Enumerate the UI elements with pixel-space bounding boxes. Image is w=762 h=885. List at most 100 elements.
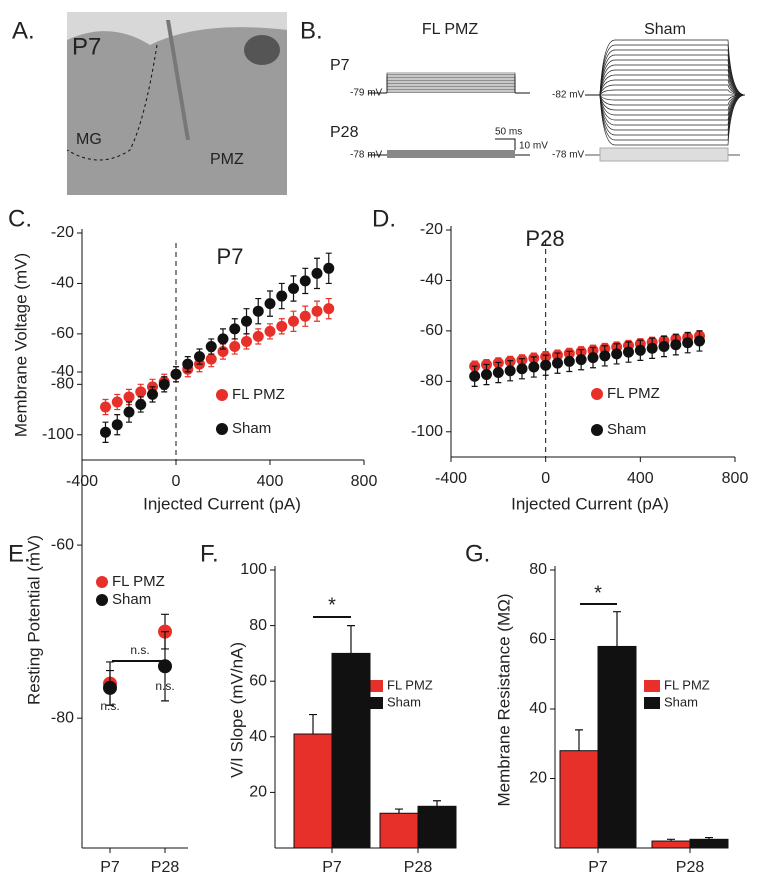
y-tick-label: 100 [240,561,267,578]
point [252,305,264,317]
point [241,335,252,347]
bar [379,812,419,849]
trace [599,94,746,146]
point [288,315,299,327]
y-tick-label: -20 [51,224,74,241]
y-tick-label: -20 [420,221,443,238]
y-tick-label: -100 [411,423,443,440]
point [111,396,123,408]
panel-label: F. [200,540,219,567]
y-axis-label: Membrane Voltage (mV) [11,253,30,437]
point [276,290,288,302]
x-tick-label: P7 [588,859,608,876]
panel-label: C. [8,205,32,232]
legend-label: FL PMZ [387,677,433,692]
legend-label: Sham [387,694,421,709]
panel-label: A. [12,17,35,44]
point [311,267,323,279]
panel-label: G. [465,540,490,567]
point [158,378,170,390]
x-tick-label: 0 [541,470,550,487]
y-axis-label: Membrane Resistance (MΩ) [494,594,513,807]
legend-marker [591,424,603,436]
legend-label: Sham [232,420,271,437]
point [147,388,158,400]
x-tick-label: P7 [100,859,120,876]
point [623,346,634,358]
bar [331,652,371,849]
row-label: P7 [330,57,350,74]
x-tick-label: -400 [435,470,467,487]
trace [599,39,746,96]
point [229,341,241,352]
point [217,333,229,345]
y-tick-label: -40 [51,275,74,292]
point [552,357,563,369]
legend-swatch [644,680,660,692]
point [658,341,670,353]
panel-label: E. [8,540,31,567]
legend-label: Sham [607,421,646,438]
panel-label: B. [300,17,323,44]
holding-label: -82 mV [552,90,585,101]
column-label: Sham [644,21,686,38]
trace [599,64,746,96]
x-tick-label: 400 [257,473,284,490]
point [111,419,123,431]
annotation: n.s. [130,643,149,657]
electrode [166,20,190,140]
bar [651,840,691,849]
x-tick-label: P7 [322,859,342,876]
error-bar [395,808,403,814]
point [123,406,135,418]
y-tick-label: -60 [420,322,443,339]
y-tick-label: 40 [529,700,547,717]
point [563,355,575,367]
point [528,361,540,373]
error-bar [347,625,355,654]
legend-swatch [367,680,383,692]
point [492,367,504,379]
y-tick-label: 20 [249,784,267,801]
boundary [66,44,158,161]
trace [599,54,746,96]
point [587,352,599,364]
point [311,305,323,317]
x-tick-label: P28 [151,859,180,876]
point [205,341,217,352]
y-tick-label: -80 [51,709,74,726]
point [323,303,335,315]
y-tick-label: -60 [51,536,74,553]
x-tick-label: 0 [172,473,181,490]
annotation: n.s. [155,679,174,693]
error-bar [613,611,621,647]
error-bar [309,713,317,735]
x-tick-label: P28 [404,859,433,876]
y-tick-label: -80 [420,373,443,390]
point [611,348,623,360]
scale-bar [495,138,516,150]
legend-swatch [644,697,660,709]
y-tick-label: 80 [249,617,267,634]
scale-label: 50 ms [495,127,522,138]
x-tick-label: 800 [722,470,749,487]
legend-marker [591,388,603,400]
point [540,359,552,371]
traces [368,39,746,162]
point [299,310,311,322]
error-bar [575,729,583,751]
legend-swatch [367,697,383,709]
y-tick-label: 40 [249,728,267,745]
error-bar [433,800,441,807]
trace [599,89,746,96]
point [516,363,528,375]
x-axis-label: Injected Current (pA) [143,494,301,513]
point [481,369,492,381]
trace [599,74,746,96]
point [504,365,516,377]
legend-marker [216,389,228,401]
trace [386,90,516,93]
trace [599,49,746,96]
